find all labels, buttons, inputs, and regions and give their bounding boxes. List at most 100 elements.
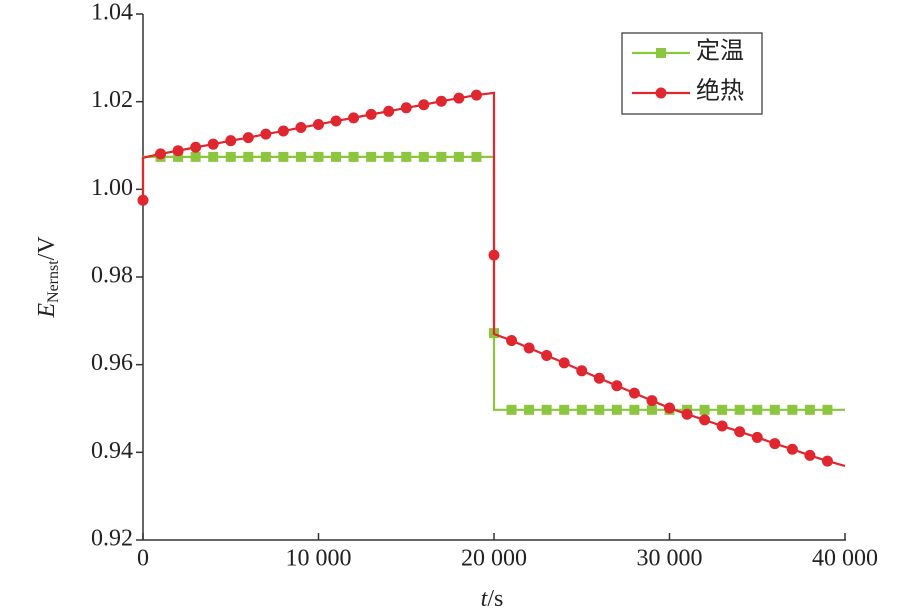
y-unit: /V xyxy=(34,236,60,261)
legend-marker xyxy=(655,87,667,99)
data-point xyxy=(752,404,763,415)
data-point xyxy=(295,122,307,134)
data-point xyxy=(172,145,184,157)
data-point xyxy=(190,141,202,153)
legend-marker xyxy=(656,48,666,58)
x-tick-label: 10 000 xyxy=(286,546,352,572)
data-point xyxy=(593,372,605,384)
data-point xyxy=(804,404,815,415)
data-point xyxy=(155,148,167,160)
data-point xyxy=(330,115,342,127)
data-point xyxy=(523,342,535,354)
data-point xyxy=(734,404,745,415)
y-subscript: Nernst xyxy=(45,260,62,303)
x-tick-label: 20 000 xyxy=(461,546,527,572)
data-point xyxy=(576,404,587,415)
y-tick-label: 0.94 xyxy=(91,438,133,464)
data-point xyxy=(786,443,798,455)
data-point xyxy=(506,404,517,415)
data-point xyxy=(295,151,306,162)
data-point xyxy=(629,404,640,415)
data-point xyxy=(366,151,377,162)
data-point xyxy=(541,404,552,415)
x-tick-label: 0 xyxy=(137,546,149,572)
data-point xyxy=(260,151,271,162)
data-point xyxy=(208,151,219,162)
x-tick-label: 40 000 xyxy=(812,546,878,572)
y-tick-label: 0.92 xyxy=(91,526,133,552)
data-point xyxy=(173,151,184,162)
x-symbol: t xyxy=(481,586,489,612)
data-point xyxy=(348,151,359,162)
data-point xyxy=(716,420,728,432)
data-point xyxy=(559,404,570,415)
data-point xyxy=(646,404,657,415)
data-point xyxy=(190,151,201,162)
data-point xyxy=(804,449,816,461)
data-point xyxy=(769,438,781,450)
data-point xyxy=(400,102,412,114)
x-tick-label: 30 000 xyxy=(637,546,703,572)
data-point xyxy=(488,249,500,261)
data-point xyxy=(278,151,289,162)
data-point xyxy=(436,151,447,162)
y-tick-label: 0.98 xyxy=(91,263,133,289)
data-point xyxy=(699,414,711,426)
data-point xyxy=(751,431,763,443)
data-point xyxy=(699,404,710,415)
data-point xyxy=(207,138,219,150)
data-point xyxy=(506,335,518,347)
data-point xyxy=(453,92,465,104)
data-point xyxy=(331,151,342,162)
data-point xyxy=(822,404,833,415)
data-point xyxy=(576,365,588,377)
y-tick-label: 0.96 xyxy=(91,350,133,376)
data-point xyxy=(242,132,254,144)
data-point xyxy=(260,128,272,140)
data-point xyxy=(541,349,553,361)
x-unit: /s xyxy=(487,586,503,612)
data-point xyxy=(787,404,798,415)
data-point xyxy=(348,112,360,124)
data-point xyxy=(628,387,640,399)
data-point xyxy=(471,151,482,162)
y-tick-label: 1.04 xyxy=(91,0,133,26)
data-point xyxy=(681,408,693,420)
data-point xyxy=(646,395,658,407)
data-point xyxy=(383,105,395,117)
data-point xyxy=(734,426,746,438)
y-tick-label: 1.02 xyxy=(91,87,133,113)
y-symbol: E xyxy=(34,303,60,319)
data-point xyxy=(769,404,780,415)
data-point xyxy=(611,380,623,392)
data-point xyxy=(313,151,324,162)
data-point xyxy=(418,151,429,162)
data-point xyxy=(137,194,149,206)
data-point xyxy=(435,95,447,107)
data-point xyxy=(470,89,482,101)
data-point xyxy=(365,108,377,120)
data-point xyxy=(401,151,412,162)
data-point xyxy=(277,125,289,137)
y-tick-label: 1.00 xyxy=(91,175,133,201)
legend-box xyxy=(621,32,763,115)
data-point xyxy=(313,118,324,130)
legend-label: 定温 xyxy=(696,38,744,65)
data-point xyxy=(418,99,430,111)
data-point xyxy=(383,151,394,162)
data-point xyxy=(225,151,236,162)
data-point xyxy=(225,135,237,147)
data-point xyxy=(611,404,622,415)
data-point xyxy=(243,151,254,162)
data-point xyxy=(594,404,605,415)
data-point xyxy=(717,404,728,415)
data-point xyxy=(664,402,675,414)
data-point xyxy=(558,357,570,369)
x-axis-label: t/s xyxy=(481,586,504,612)
data-point xyxy=(524,404,535,415)
legend-label: 绝热 xyxy=(696,78,744,105)
y-axis-label: ENernst/V xyxy=(34,236,62,319)
data-point xyxy=(821,455,833,467)
data-point xyxy=(453,151,464,162)
